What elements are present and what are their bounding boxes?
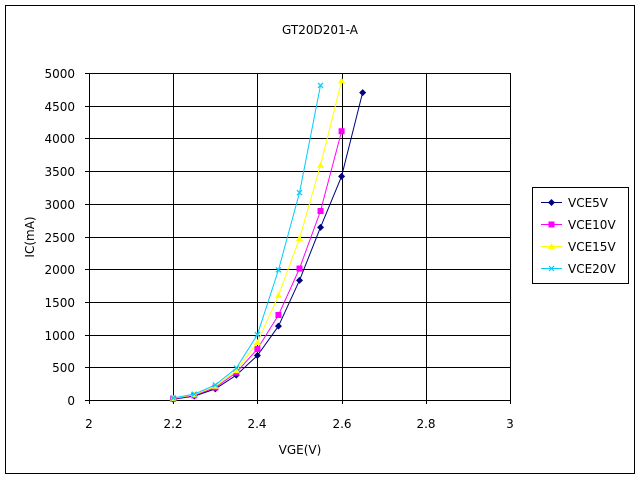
data-point [274,291,282,298]
data-point [274,322,282,330]
y-tick-label: 4000 [44,132,75,146]
y-tick-label: 2500 [44,231,75,245]
legend-entry: VCE20V [541,262,616,276]
data-point [548,243,555,249]
data-point [233,365,240,371]
series-line [173,85,321,399]
legend: VCE5V VCE10V VCE15V VCE20V [532,187,629,284]
y-tick-label: 3500 [44,165,75,179]
data-point [338,172,346,180]
marker-stroke [548,265,555,272]
plot-frame [89,73,511,401]
series-vce20v [170,82,324,401]
x-tick-label: 2 [85,417,93,431]
marker-stroke [254,331,261,338]
series-layer [169,77,367,403]
legend-label: VCE5V [568,196,609,210]
data-point [338,77,346,84]
data-point [548,221,555,228]
legend-entry: VCE10V [541,218,616,232]
data-point [296,265,303,272]
y-tick-label: 1000 [44,329,75,343]
data-point [317,223,325,231]
y-tick-label: 3000 [44,198,75,212]
x-tick-label: 2.4 [247,417,266,431]
y-tick-label: 5000 [44,67,75,81]
y-tick-label: 0 [67,394,75,408]
legend-entry: VCE5V [541,196,609,210]
marker-stroke [233,365,240,371]
marker-stroke [317,82,324,89]
y-tick-label: 4500 [44,100,75,114]
series-line [173,92,364,400]
data-point [317,82,324,89]
data-point [170,395,177,401]
tick-labels: 0 500 1000 1500 2000 2500 3000 3500 4000 4500 5000… [44,67,513,431]
data-point [232,367,240,374]
data-point [338,128,345,135]
y-tick-label: 500 [52,361,75,375]
legend-label: VCE20V [568,262,616,276]
data-point [212,382,219,388]
marker-stroke [296,189,303,196]
x-tick-label: 2.6 [332,417,351,431]
x-tick-label: 2.8 [416,417,435,431]
data-point [191,391,198,398]
data-point [275,266,282,273]
legend-label: VCE10V [568,218,616,232]
data-point [317,161,325,168]
marker-stroke [212,382,219,388]
marker-stroke [191,391,198,398]
legend-label: VCE15V [568,240,616,254]
chart-title: GT20D201-A [282,23,359,37]
legend-box [532,187,629,284]
data-point [296,234,303,241]
data-point [275,311,282,318]
data-point [548,199,555,206]
data-point [254,331,261,338]
data-point [296,189,303,196]
marker-stroke [275,266,282,273]
data-point [296,276,303,284]
x-tick-label: 3 [506,417,514,431]
chart-border [5,5,635,474]
data-point [254,345,261,352]
legend-entry: VCE15V [541,240,616,254]
data-point [317,207,324,214]
data-point [359,89,367,97]
x-tick-label: 2.2 [163,417,182,431]
data-point [548,265,555,272]
marker-stroke [170,395,177,401]
y-tick-label: 1500 [44,296,75,310]
data-point [253,338,261,345]
data-point [253,352,261,360]
x-axis-label: VGE(V) [279,443,322,457]
y-tick-label: 2000 [44,263,75,277]
y-axis-label: IC(mA) [23,216,37,257]
